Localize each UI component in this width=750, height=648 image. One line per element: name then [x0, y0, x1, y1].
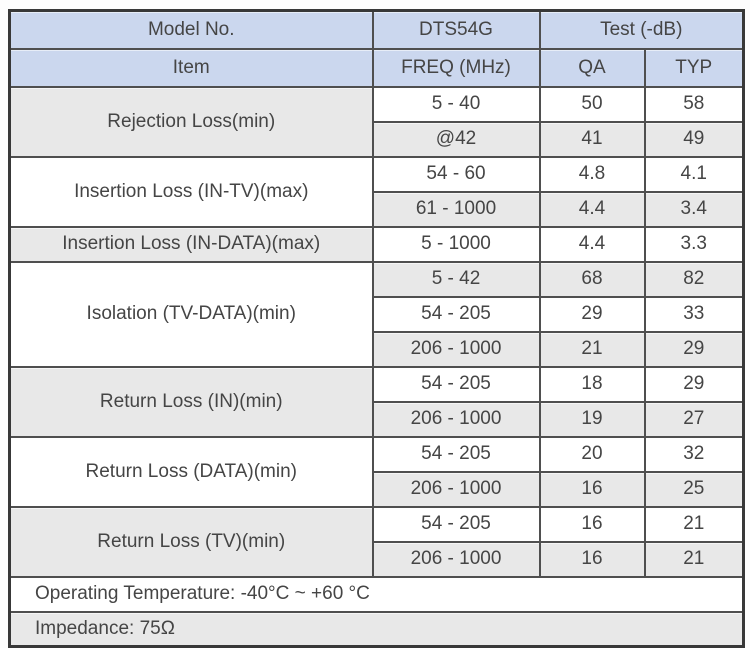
qa-cell: 18 [538, 365, 646, 403]
qa-cell: 29 [538, 295, 646, 333]
spec-row: Isolation (TV-DATA)(min) 5 - 42 68 82 [8, 260, 745, 368]
item-cell: Insertion Loss (IN-TV)(max) [8, 155, 374, 228]
spec-row: 206 - 1000 16 25 [10, 470, 745, 508]
qa-column-header: QA [538, 47, 646, 88]
qa-cell: 4.8 [538, 155, 646, 193]
spec-row: 54 - 205 29 33 [10, 295, 745, 333]
freq-cell: @42 [371, 120, 541, 158]
item-cell: Rejection Loss(min) [8, 85, 374, 158]
typ-cell: 3.4 [643, 190, 745, 228]
freq-cell: 206 - 1000 [371, 470, 541, 508]
spec-row: 206 - 1000 21 29 [10, 330, 745, 368]
header-row-model: Model No. DTS54G Test (-dB) [8, 9, 745, 50]
footer-row: Operating Temperature: -40°C ~ +60 °C [8, 575, 745, 613]
typ-cell: 33 [643, 295, 745, 333]
freq-cell: 5 - 1000 [371, 225, 541, 263]
typ-cell: 21 [643, 540, 745, 578]
freq-cell: 5 - 42 [371, 260, 541, 298]
qa-cell: 41 [538, 120, 646, 158]
qa-cell: 68 [538, 260, 646, 298]
spec-row: Return Loss (DATA)(min) 54 - 205 20 32 [8, 435, 745, 508]
spec-row: Insertion Loss (IN-DATA)(max) 5 - 1000 4.4… [8, 225, 745, 263]
footer-row: Impedance: 75Ω [8, 610, 745, 648]
typ-cell: 32 [643, 435, 745, 473]
qa-cell: 16 [538, 505, 646, 543]
qa-cell: 4.4 [538, 190, 646, 228]
footer-cell: Impedance: 75Ω [8, 610, 745, 648]
freq-cell: 54 - 205 [371, 435, 541, 473]
test-db-label: Test (-dB) [538, 9, 745, 50]
typ-cell: 82 [643, 260, 745, 298]
spec-table: Model No. DTS54G Test (-dB) Item FREQ (M… [8, 9, 746, 648]
freq-column-header: FREQ (MHz) [371, 47, 541, 88]
typ-cell: 29 [643, 365, 745, 403]
typ-cell: 49 [643, 120, 745, 158]
freq-cell: 54 - 205 [371, 505, 541, 543]
model-no-label: Model No. [8, 9, 374, 50]
typ-cell: 21 [643, 505, 745, 543]
item-cell: Return Loss (DATA)(min) [8, 435, 374, 508]
freq-cell: 5 - 40 [371, 85, 541, 123]
spec-row: 206 - 1000 16 21 [10, 540, 745, 578]
qa-cell: 16 [538, 540, 646, 578]
spec-row: Return Loss (TV)(min) 54 - 205 16 21 [8, 505, 745, 578]
spec-row: @42 41 49 [10, 120, 745, 158]
spec-row: Insertion Loss (IN-TV)(max) 54 - 60 4.8 4.1 [8, 155, 745, 228]
freq-cell: 206 - 1000 [371, 330, 541, 368]
qa-cell: 21 [538, 330, 646, 368]
spec-row: 206 - 1000 19 27 [10, 400, 745, 438]
freq-cell: 54 - 60 [371, 155, 541, 193]
qa-cell: 16 [538, 470, 646, 508]
qa-cell: 4.4 [538, 225, 646, 263]
freq-cell: 54 - 205 [371, 295, 541, 333]
item-column-header: Item [8, 47, 374, 88]
model-no-value: DTS54G [371, 9, 541, 50]
qa-cell: 50 [538, 85, 646, 123]
freq-cell: 54 - 205 [371, 365, 541, 403]
item-cell: Isolation (TV-DATA)(min) [8, 260, 374, 368]
spec-row: Rejection Loss(min) 5 - 40 50 58 [8, 85, 745, 158]
typ-cell: 3.3 [643, 225, 745, 263]
spec-row: 61 - 1000 4.4 3.4 [10, 190, 745, 228]
typ-cell: 27 [643, 400, 745, 438]
typ-cell: 25 [643, 470, 745, 508]
typ-cell: 4.1 [643, 155, 745, 193]
qa-cell: 19 [538, 400, 646, 438]
spec-row: Return Loss (IN)(min) 54 - 205 18 29 [8, 365, 745, 438]
spec-sheet: Model No. DTS54G Test (-dB) Item FREQ (M… [8, 9, 746, 648]
item-cell: Return Loss (IN)(min) [8, 365, 374, 438]
typ-column-header: TYP [643, 47, 745, 88]
typ-cell: 58 [643, 85, 745, 123]
spec-table-body: Rejection Loss(min) 5 - 40 50 58 @42 41 49 Inse… [8, 85, 745, 648]
freq-cell: 206 - 1000 [371, 400, 541, 438]
qa-cell: 20 [538, 435, 646, 473]
typ-cell: 29 [643, 330, 745, 368]
spec-table-header: Model No. DTS54G Test (-dB) Item FREQ (M… [8, 9, 745, 88]
item-cell: Insertion Loss (IN-DATA)(max) [8, 225, 374, 263]
header-row-columns: Item FREQ (MHz) QA TYP [8, 47, 745, 88]
freq-cell: 206 - 1000 [371, 540, 541, 578]
footer-cell: Operating Temperature: -40°C ~ +60 °C [8, 575, 745, 613]
item-cell: Return Loss (TV)(min) [8, 505, 374, 578]
freq-cell: 61 - 1000 [371, 190, 541, 228]
